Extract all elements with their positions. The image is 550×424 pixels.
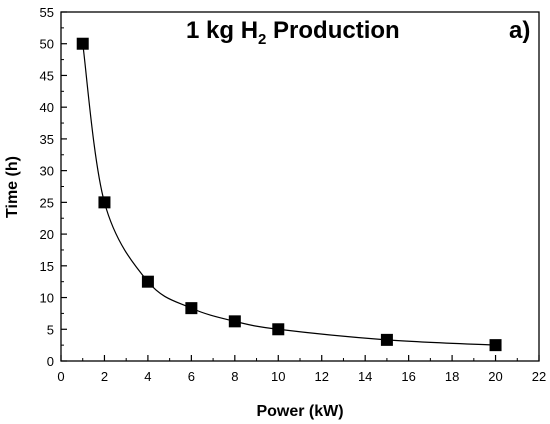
data-point-marker xyxy=(272,323,285,336)
x-tick-label: 4 xyxy=(144,369,151,384)
data-point-marker xyxy=(98,196,111,209)
plot-frame xyxy=(60,11,540,362)
y-tick-label: 20 xyxy=(40,227,54,242)
series-line xyxy=(82,43,496,346)
tick-labels: 0 2 4 6 8 10 12 14 16 18 20 22 0 5 10 15 20 25 30 35 40 45 50 5… xyxy=(40,5,547,384)
y-tick-label: 50 xyxy=(40,37,54,52)
x-tick-label: 8 xyxy=(231,369,238,384)
y-tick-label: 55 xyxy=(40,5,54,20)
chart-title: 1 kg H2 Production xyxy=(186,17,400,48)
y-tick-label: 15 xyxy=(40,259,54,274)
x-tick-label: 16 xyxy=(401,369,415,384)
x-tick-label: 22 xyxy=(532,369,546,384)
x-tick-label: 6 xyxy=(188,369,195,384)
x-tick-label: 14 xyxy=(358,369,372,384)
y-tick-label: 45 xyxy=(40,68,54,83)
chart-title-subscript: 2 xyxy=(258,31,266,48)
y-tick-label: 35 xyxy=(40,132,54,147)
data-point-marker xyxy=(228,315,241,328)
data-point-marker xyxy=(141,275,154,288)
panel-label: a) xyxy=(509,17,530,44)
y-tick-label: 25 xyxy=(40,195,54,210)
y-axis-title: Time (h) xyxy=(4,156,21,218)
x-axis-title: Power (kW) xyxy=(256,403,343,420)
x-tick-label: 12 xyxy=(314,369,328,384)
connecting-line-layer xyxy=(82,43,496,346)
x-tick-label: 10 xyxy=(271,369,285,384)
data-marker-layer xyxy=(76,37,502,352)
y-tick-label: 10 xyxy=(40,291,54,306)
axis-ticks xyxy=(60,11,540,362)
x-tick-label: 0 xyxy=(57,369,64,384)
data-point-marker xyxy=(489,339,502,352)
chart-title-prefix: 1 kg H xyxy=(186,17,258,44)
x-tick-label: 18 xyxy=(445,369,459,384)
x-tick-label: 20 xyxy=(488,369,502,384)
chart-title-suffix: Production xyxy=(266,17,399,44)
y-tick-label: 5 xyxy=(47,322,54,337)
y-tick-label: 0 xyxy=(47,354,54,369)
y-tick-label: 30 xyxy=(40,164,54,179)
data-point-marker xyxy=(76,37,89,50)
y-tick-label: 40 xyxy=(40,100,54,115)
data-point-marker xyxy=(185,302,198,315)
x-tick-label: 2 xyxy=(101,369,108,384)
data-point-marker xyxy=(380,333,393,346)
